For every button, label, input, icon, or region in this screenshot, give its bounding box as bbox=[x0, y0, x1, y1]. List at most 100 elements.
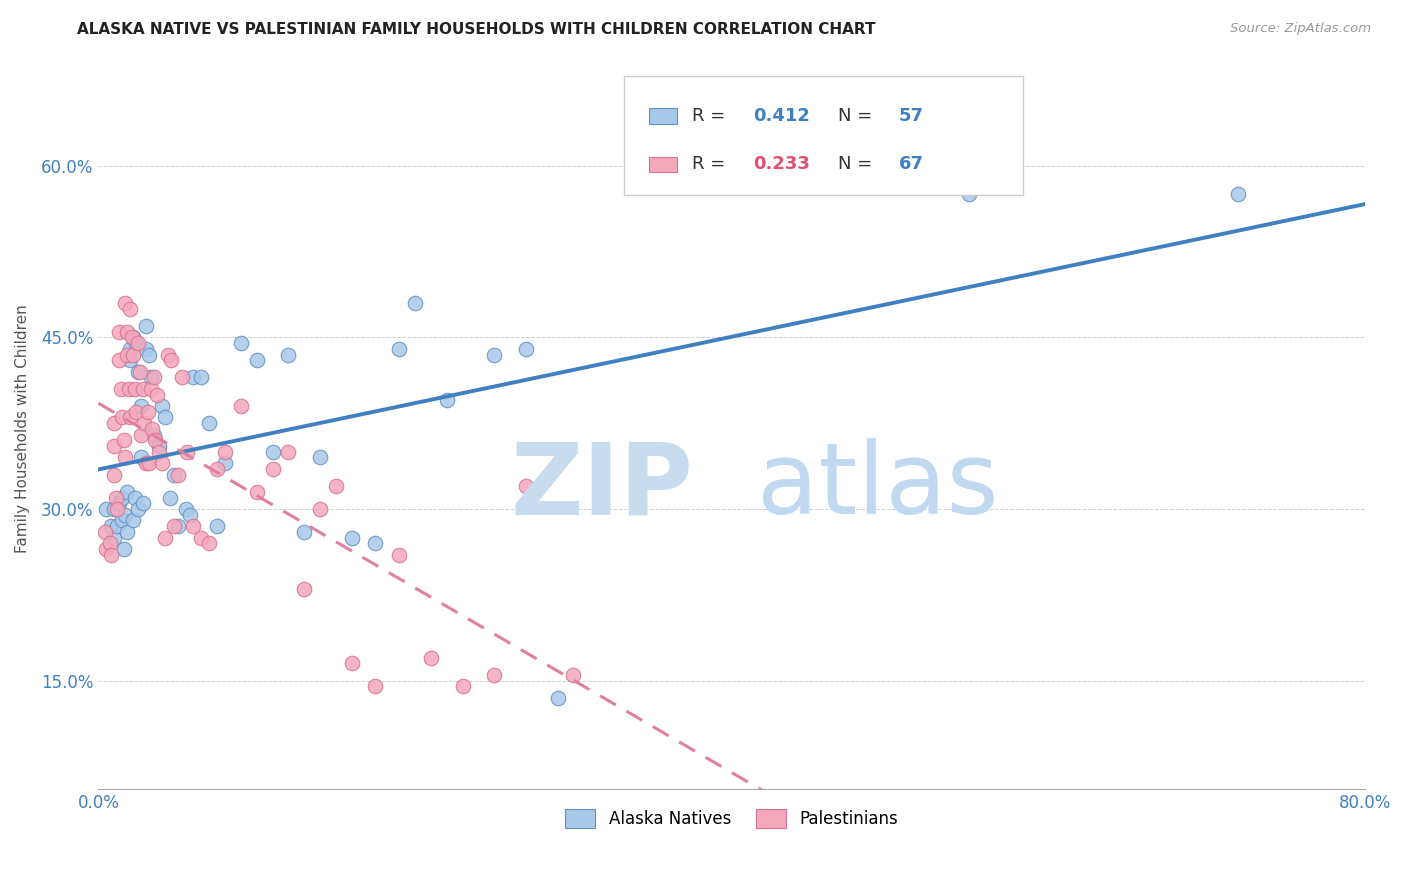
Point bbox=[309, 450, 332, 465]
Point bbox=[482, 347, 505, 361]
Point bbox=[103, 531, 125, 545]
Point bbox=[103, 502, 125, 516]
Point bbox=[340, 657, 363, 671]
Point bbox=[246, 353, 269, 368]
Point bbox=[120, 410, 142, 425]
Text: atlas: atlas bbox=[756, 438, 998, 535]
Point bbox=[100, 548, 122, 562]
Point bbox=[112, 434, 135, 448]
Point bbox=[292, 582, 315, 596]
Point bbox=[205, 462, 228, 476]
Point bbox=[388, 548, 411, 562]
Point bbox=[121, 330, 143, 344]
Point bbox=[150, 456, 173, 470]
Point bbox=[96, 502, 118, 516]
Point bbox=[96, 541, 118, 556]
Point bbox=[309, 502, 332, 516]
Point bbox=[145, 434, 167, 448]
Point bbox=[114, 450, 136, 465]
Point bbox=[108, 353, 131, 368]
Point bbox=[166, 467, 188, 482]
Point bbox=[957, 187, 980, 202]
FancyBboxPatch shape bbox=[650, 156, 678, 172]
Point bbox=[107, 502, 129, 516]
Point bbox=[128, 365, 150, 379]
Text: R =: R = bbox=[692, 155, 731, 173]
Point bbox=[277, 444, 299, 458]
Text: N =: N = bbox=[838, 155, 877, 173]
Point bbox=[176, 444, 198, 458]
Point bbox=[111, 513, 134, 527]
Point bbox=[115, 524, 138, 539]
FancyBboxPatch shape bbox=[650, 109, 678, 124]
Point bbox=[127, 365, 149, 379]
Point bbox=[388, 342, 411, 356]
Point bbox=[163, 467, 186, 482]
Point bbox=[108, 496, 131, 510]
Text: 0.412: 0.412 bbox=[754, 107, 810, 126]
Point bbox=[120, 342, 142, 356]
Point bbox=[117, 382, 139, 396]
Point bbox=[100, 519, 122, 533]
Point bbox=[120, 353, 142, 368]
Point bbox=[150, 399, 173, 413]
Point bbox=[139, 382, 162, 396]
Point bbox=[103, 467, 125, 482]
Point bbox=[364, 536, 387, 550]
Text: 0.233: 0.233 bbox=[754, 155, 810, 173]
Point bbox=[135, 456, 157, 470]
Point bbox=[115, 347, 138, 361]
Point bbox=[122, 330, 145, 344]
Point bbox=[108, 325, 131, 339]
Point bbox=[419, 650, 441, 665]
Point bbox=[160, 353, 183, 368]
Text: Source: ZipAtlas.com: Source: ZipAtlas.com bbox=[1230, 22, 1371, 36]
Point bbox=[111, 410, 134, 425]
Point bbox=[111, 491, 134, 505]
Point bbox=[114, 296, 136, 310]
Point bbox=[112, 541, 135, 556]
Point bbox=[98, 536, 121, 550]
Point bbox=[135, 318, 157, 333]
Point bbox=[142, 370, 165, 384]
Point bbox=[148, 444, 170, 458]
Point bbox=[122, 347, 145, 361]
Point bbox=[129, 450, 152, 465]
Point bbox=[129, 427, 152, 442]
Point bbox=[515, 342, 537, 356]
Point bbox=[166, 519, 188, 533]
Point bbox=[214, 456, 236, 470]
Y-axis label: Family Households with Children: Family Households with Children bbox=[15, 304, 30, 553]
Point bbox=[153, 410, 176, 425]
Point bbox=[277, 347, 299, 361]
Point bbox=[122, 513, 145, 527]
Point bbox=[325, 479, 347, 493]
Point bbox=[138, 456, 160, 470]
Point bbox=[246, 484, 269, 499]
Point bbox=[148, 439, 170, 453]
Point bbox=[142, 427, 165, 442]
Point bbox=[125, 405, 148, 419]
Point bbox=[482, 668, 505, 682]
Text: 57: 57 bbox=[898, 107, 924, 126]
Point bbox=[138, 347, 160, 361]
Text: ALASKA NATIVE VS PALESTINIAN FAMILY HOUSEHOLDS WITH CHILDREN CORRELATION CHART: ALASKA NATIVE VS PALESTINIAN FAMILY HOUS… bbox=[77, 22, 876, 37]
Point bbox=[124, 491, 146, 505]
Point bbox=[103, 439, 125, 453]
Point bbox=[115, 325, 138, 339]
Point bbox=[153, 531, 176, 545]
Point bbox=[547, 690, 569, 705]
Point bbox=[198, 416, 221, 430]
Point bbox=[139, 370, 162, 384]
Point bbox=[134, 416, 156, 430]
Point bbox=[136, 405, 159, 419]
Point bbox=[110, 382, 132, 396]
Text: 67: 67 bbox=[898, 155, 924, 173]
Point bbox=[132, 496, 155, 510]
Point bbox=[104, 491, 127, 505]
FancyBboxPatch shape bbox=[624, 76, 1024, 194]
Point bbox=[515, 479, 537, 493]
Point bbox=[115, 484, 138, 499]
Point bbox=[107, 519, 129, 533]
Point bbox=[179, 508, 201, 522]
